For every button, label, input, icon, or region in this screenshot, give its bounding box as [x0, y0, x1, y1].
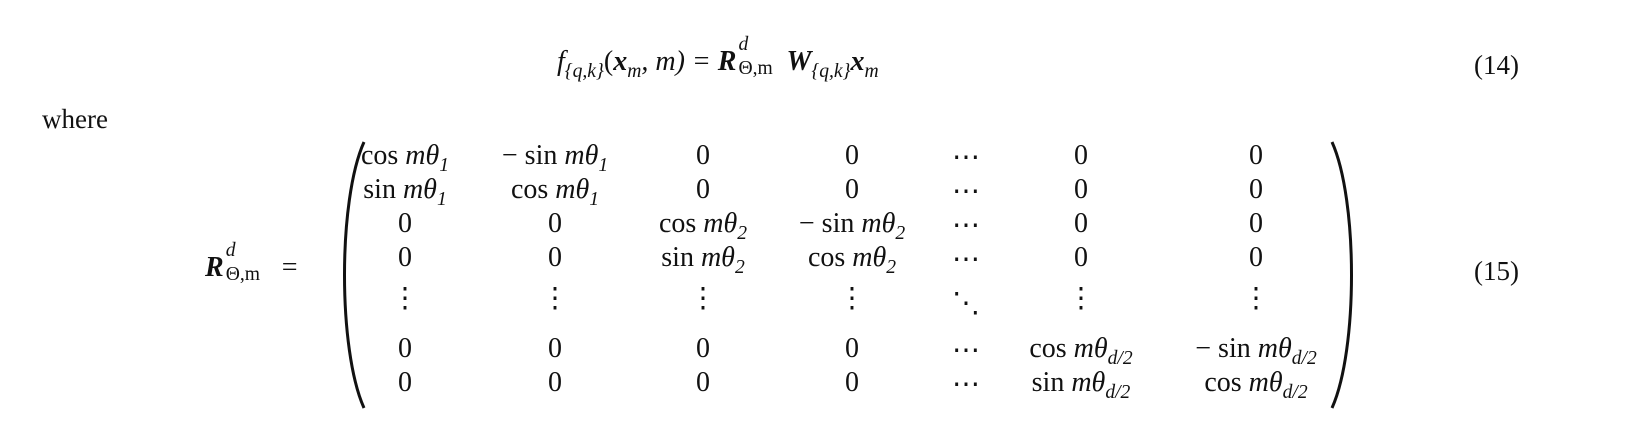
matrix-cell-r3-c4: − sin mθ2 [798, 208, 906, 245]
matrix-cell-r3-c6: 0 [1074, 208, 1088, 239]
matrix-cell-r2-c7: 0 [1249, 174, 1263, 205]
eq14-x2-sub: m [864, 61, 879, 83]
matrix-cell-r7-c1: 0 [398, 367, 412, 398]
matrix-cell-r5-c4: ⋮ [838, 283, 866, 314]
eq14-R-sup: d [738, 34, 749, 55]
matrix-cell-r4-c4: cos mθ2 [807, 242, 897, 279]
matrix-cell-r2-c6: 0 [1074, 174, 1088, 205]
eq14-W: W [786, 46, 812, 77]
matrix-cell-r1-c5: ⋯ [952, 142, 980, 173]
eq14-f: f [557, 46, 565, 77]
eq14-x: x [613, 46, 628, 77]
matrix-cell-r1-c3: 0 [696, 140, 710, 171]
matrix-cell-r4-c1: 0 [398, 242, 412, 273]
matrix-cell-r1-c6: 0 [1074, 140, 1088, 171]
eq15-lhs-sub: Θ,m [225, 264, 260, 285]
eq14-args-rest: , m) = [641, 46, 718, 77]
eq14-R: R [717, 46, 737, 77]
eq14-W-sub: {q,k} [811, 61, 851, 83]
matrix-cell-r7-c5: ⋯ [952, 369, 980, 400]
eq14-x-sub: m [627, 61, 642, 83]
matrix-cell-r6-c7: − sin mθd/2 [1195, 333, 1317, 370]
matrix-cell-r6-c5: ⋯ [952, 335, 980, 366]
matrix-cell-r4-c6: 0 [1074, 242, 1088, 273]
eq14-f-sub: {q,k} [564, 61, 604, 83]
matrix-cell-r2-c2: cos mθ1 [510, 174, 600, 211]
eq15-lhs-sup: d [225, 240, 236, 261]
matrix-cell-r2-c1: sin mθ1 [363, 174, 447, 211]
right-paren [1330, 141, 1353, 409]
matrix-cell-r2-c3: 0 [696, 174, 710, 205]
matrix-cell-r6-c3: 0 [696, 333, 710, 364]
matrix-cell-r7-c7: cos mθd/2 [1204, 367, 1308, 404]
matrix-cell-r5-c5: ⋱ [952, 288, 980, 319]
matrix-cell-r5-c2: ⋮ [541, 283, 569, 314]
matrix-cell-r1-c1: cos mθ1 [360, 140, 450, 177]
matrix-cell-r5-c6: ⋮ [1067, 283, 1095, 314]
matrix-cell-r6-c1: 0 [398, 333, 412, 364]
matrix-cell-r5-c7: ⋮ [1242, 283, 1270, 314]
eq15-lhs-R: R [205, 252, 224, 283]
matrix-cell-r7-c2: 0 [548, 367, 562, 398]
eq14-x2: x [850, 46, 865, 77]
matrix-cell-r7-c3: 0 [696, 367, 710, 398]
matrix-cell-r1-c4: 0 [845, 140, 859, 171]
matrix-cell-r3-c2: 0 [548, 208, 562, 239]
where-label: where [42, 104, 108, 134]
eq15-equals: = [281, 252, 298, 283]
matrix-cell-r6-c6: cos mθd/2 [1029, 333, 1133, 370]
matrix-cell-r1-c2: − sin mθ1 [501, 140, 609, 177]
matrix-cell-r1-c7: 0 [1249, 140, 1263, 171]
equation-15-number: (15) [1474, 256, 1519, 286]
eq14-R-sub: Θ,m [738, 58, 773, 79]
matrix-cell-r4-c2: 0 [548, 242, 562, 273]
matrix-cell-r2-c5: ⋯ [952, 176, 980, 207]
matrix-cell-r4-c3: sin mθ2 [661, 242, 745, 279]
matrix-cell-r6-c2: 0 [548, 333, 562, 364]
left-paren [343, 141, 366, 409]
matrix-cell-r7-c6: sin mθd/2 [1031, 367, 1131, 404]
matrix-cell-r5-c3: ⋮ [689, 283, 717, 314]
matrix-cell-r5-c1: ⋮ [391, 283, 419, 314]
matrix-cell-r3-c1: 0 [398, 208, 412, 239]
matrix-cell-r3-c3: cos mθ2 [658, 208, 748, 245]
equation-14-number: (14) [1474, 50, 1519, 80]
matrix-cell-r6-c4: 0 [845, 333, 859, 364]
matrix-cell-r3-c5: ⋯ [952, 210, 980, 241]
eq14-open-paren: ( [603, 46, 614, 77]
matrix-cell-r4-c7: 0 [1249, 242, 1263, 273]
matrix-cell-r7-c4: 0 [845, 367, 859, 398]
matrix-cell-r3-c7: 0 [1249, 208, 1263, 239]
matrix-cell-r2-c4: 0 [845, 174, 859, 205]
matrix-cell-r4-c5: ⋯ [952, 244, 980, 275]
